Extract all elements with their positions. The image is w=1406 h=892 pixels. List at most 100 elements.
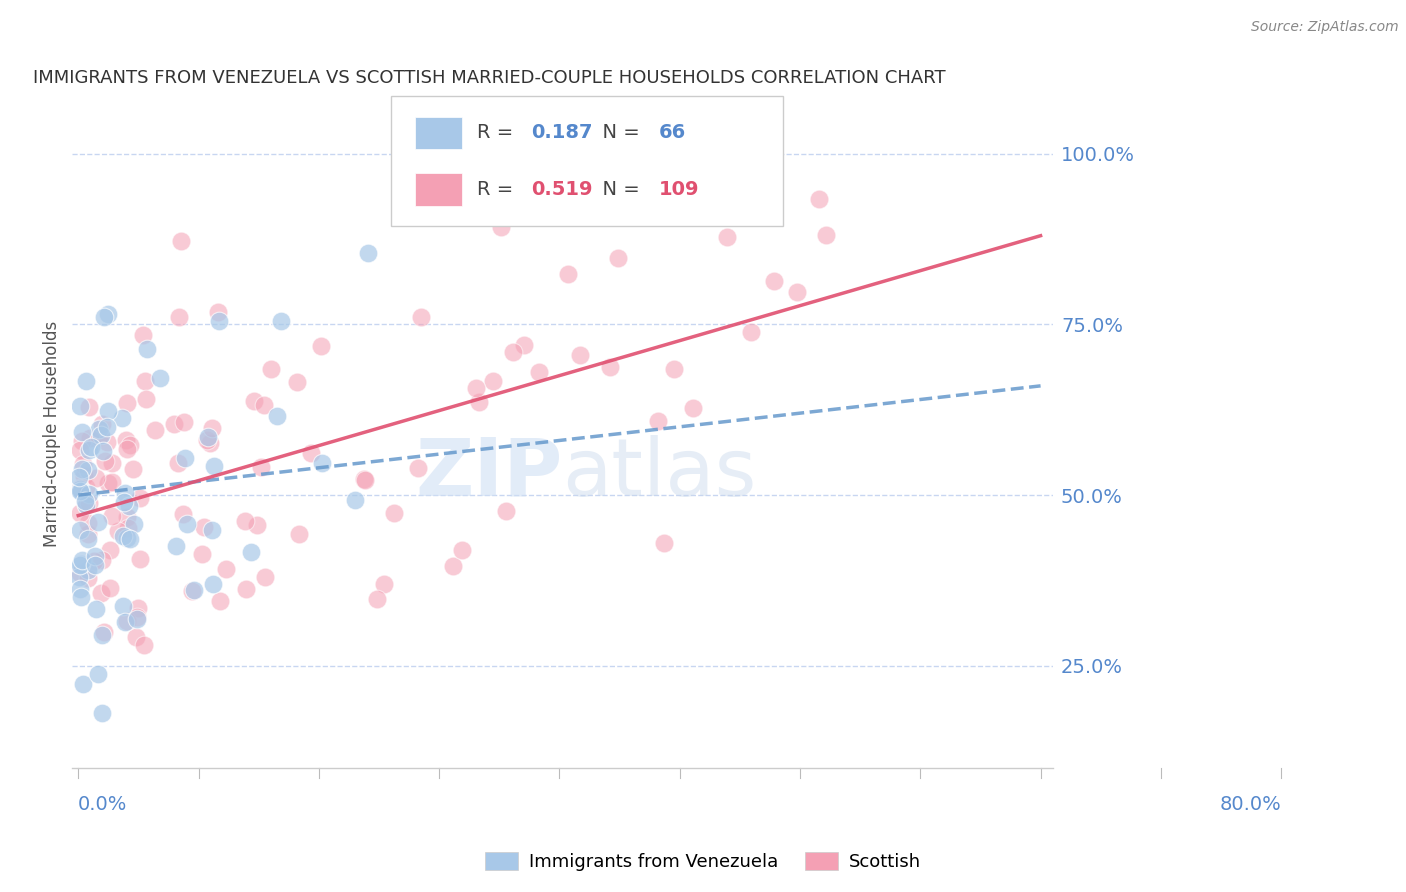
Point xyxy=(201,524,224,538)
Point xyxy=(174,451,197,466)
Point xyxy=(239,545,262,559)
Point xyxy=(69,483,91,498)
Point xyxy=(120,438,142,452)
Point xyxy=(80,441,103,455)
Point xyxy=(740,325,762,339)
Text: 66: 66 xyxy=(658,123,686,142)
Point xyxy=(69,566,91,581)
Point xyxy=(162,417,184,432)
Point xyxy=(652,536,675,550)
Point xyxy=(72,457,94,471)
Point xyxy=(134,375,156,389)
Point xyxy=(482,374,505,388)
Point xyxy=(125,631,148,645)
Point xyxy=(253,398,276,412)
Point xyxy=(195,434,218,448)
Point xyxy=(135,392,157,406)
Point xyxy=(647,414,669,428)
Point xyxy=(200,420,222,434)
Point xyxy=(288,527,311,541)
Point xyxy=(87,515,110,529)
Point xyxy=(260,362,283,376)
Point xyxy=(814,227,837,242)
Point xyxy=(128,491,150,505)
Point xyxy=(181,584,204,599)
Point xyxy=(91,417,114,431)
Point xyxy=(122,517,145,532)
Point xyxy=(75,374,97,388)
Point xyxy=(167,310,190,324)
Text: 0.0%: 0.0% xyxy=(79,795,128,814)
Text: IMMIGRANTS FROM VENEZUELA VS SCOTTISH MARRIED-COUPLE HOUSEHOLDS CORRELATION CHAR: IMMIGRANTS FROM VENEZUELA VS SCOTTISH MA… xyxy=(32,69,946,87)
Point xyxy=(127,601,149,615)
Point xyxy=(285,376,308,390)
Point xyxy=(72,676,94,690)
Point xyxy=(97,307,120,321)
Point xyxy=(183,583,205,598)
Point xyxy=(207,304,229,318)
Point xyxy=(127,609,149,624)
Legend: Immigrants from Venezuela, Scottish: Immigrants from Venezuela, Scottish xyxy=(478,845,928,879)
Point xyxy=(89,430,111,444)
Point xyxy=(254,569,277,583)
Point xyxy=(84,601,107,615)
Point xyxy=(75,499,97,513)
Point xyxy=(373,576,395,591)
Point xyxy=(76,571,98,585)
Point xyxy=(343,492,366,507)
Point xyxy=(127,612,149,626)
Point xyxy=(716,229,738,244)
Point xyxy=(468,395,491,409)
Point xyxy=(118,499,141,513)
Point xyxy=(413,161,436,175)
Point xyxy=(208,313,231,327)
Point xyxy=(117,396,139,410)
Point xyxy=(112,529,135,543)
Point xyxy=(69,523,91,537)
Point xyxy=(243,393,266,408)
Point xyxy=(266,409,288,424)
FancyBboxPatch shape xyxy=(391,95,783,227)
Point xyxy=(77,400,100,414)
Point xyxy=(100,508,122,523)
Point xyxy=(173,415,195,429)
Point xyxy=(807,192,830,206)
Point xyxy=(89,422,111,436)
Point xyxy=(409,310,432,324)
Point xyxy=(98,581,121,595)
Point xyxy=(191,547,214,561)
Point xyxy=(408,460,430,475)
Point xyxy=(131,327,153,342)
Point xyxy=(83,549,105,563)
Point xyxy=(353,472,375,486)
Text: N =: N = xyxy=(591,180,645,199)
Point xyxy=(69,582,91,596)
Point xyxy=(90,428,112,442)
Point xyxy=(70,590,93,604)
Point xyxy=(77,563,100,577)
Point xyxy=(246,517,269,532)
Point xyxy=(599,359,621,374)
Point xyxy=(121,462,143,476)
Point xyxy=(77,516,100,530)
Point xyxy=(77,496,100,510)
Point xyxy=(77,443,100,458)
Point xyxy=(79,487,101,501)
Point xyxy=(170,234,193,248)
Point xyxy=(77,533,100,547)
Point xyxy=(664,361,686,376)
Point xyxy=(538,203,561,218)
Point xyxy=(235,582,257,596)
Point xyxy=(464,381,486,395)
Text: 109: 109 xyxy=(658,180,699,199)
Point xyxy=(69,558,91,572)
Point xyxy=(132,638,155,652)
Text: R =: R = xyxy=(477,180,520,199)
Point xyxy=(250,460,273,475)
Text: Source: ZipAtlas.com: Source: ZipAtlas.com xyxy=(1251,20,1399,34)
Point xyxy=(166,456,188,470)
Point xyxy=(91,444,114,458)
Point xyxy=(70,484,93,499)
Point xyxy=(136,343,159,357)
Point xyxy=(107,524,129,538)
